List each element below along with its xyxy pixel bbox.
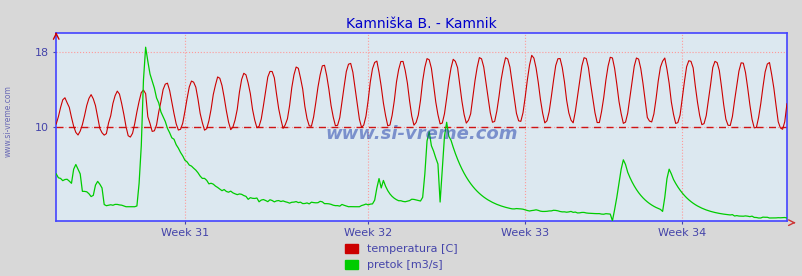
Legend: temperatura [C], pretok [m3/s]: temperatura [C], pretok [m3/s]	[345, 244, 457, 270]
Text: www.si-vreme.com: www.si-vreme.com	[3, 86, 13, 157]
Title: Kamniška B. - Kamnik: Kamniška B. - Kamnik	[346, 17, 496, 31]
Text: www.si-vreme.com: www.si-vreme.com	[325, 126, 517, 144]
